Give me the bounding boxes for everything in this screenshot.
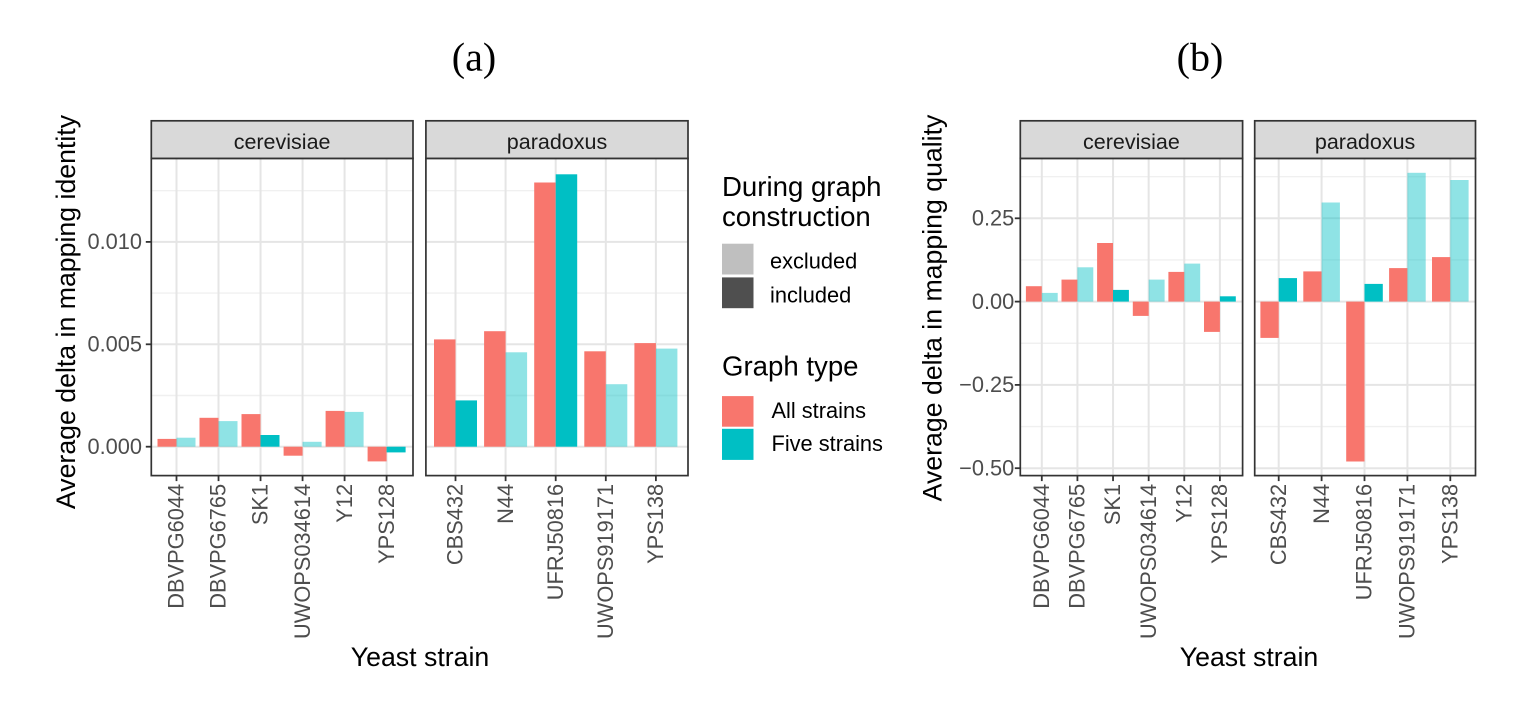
svg-text:(b): (b) <box>1177 35 1224 80</box>
svg-text:UWOPS919171: UWOPS919171 <box>593 484 618 639</box>
svg-text:N44: N44 <box>1309 484 1334 524</box>
svg-text:cerevisiae: cerevisiae <box>1083 130 1180 154</box>
svg-text:DBVPG6765: DBVPG6765 <box>206 484 231 609</box>
svg-text:SK1: SK1 <box>248 484 273 525</box>
svg-text:SK1: SK1 <box>1100 484 1125 525</box>
svg-text:CBS432: CBS432 <box>443 484 468 565</box>
svg-text:During graph: During graph <box>722 171 882 202</box>
svg-text:cerevisiae: cerevisiae <box>234 130 331 154</box>
svg-text:All strains: All strains <box>772 398 867 423</box>
svg-text:Five strains: Five strains <box>772 431 884 456</box>
svg-text:YPS128: YPS128 <box>374 484 399 564</box>
svg-text:Average delta in mapping quali: Average delta in mapping quality <box>918 114 948 501</box>
svg-text:N44: N44 <box>493 484 518 524</box>
svg-text:DBVPG6765: DBVPG6765 <box>1065 484 1090 609</box>
svg-text:0.25: 0.25 <box>972 205 1014 230</box>
svg-text:0.000: 0.000 <box>87 434 142 459</box>
svg-text:Average delta in mapping ident: Average delta in mapping identity <box>51 114 81 509</box>
svg-text:YPS138: YPS138 <box>1437 484 1462 564</box>
svg-text:(a): (a) <box>452 35 496 80</box>
svg-text:excluded: excluded <box>770 248 857 273</box>
svg-text:YPS138: YPS138 <box>643 484 668 564</box>
svg-text:paradoxus: paradoxus <box>1315 130 1415 154</box>
svg-text:construction: construction <box>722 201 871 232</box>
svg-text:−0.50: −0.50 <box>959 455 1014 480</box>
svg-text:paradoxus: paradoxus <box>507 130 607 154</box>
svg-text:CBS432: CBS432 <box>1266 484 1291 565</box>
svg-text:Graph type: Graph type <box>722 351 859 382</box>
svg-text:DBVPG6044: DBVPG6044 <box>164 484 189 609</box>
svg-text:Y12: Y12 <box>1171 484 1196 523</box>
svg-text:YPS128: YPS128 <box>1207 484 1232 564</box>
svg-text:UFRJ50816: UFRJ50816 <box>1352 484 1377 600</box>
svg-text:Y12: Y12 <box>332 484 357 523</box>
svg-text:Yeast strain: Yeast strain <box>351 642 489 672</box>
svg-text:UWOPS919171: UWOPS919171 <box>1395 484 1420 639</box>
svg-text:included: included <box>770 283 851 308</box>
svg-text:UWOPS034614: UWOPS034614 <box>290 484 315 639</box>
svg-text:UWOPS034614: UWOPS034614 <box>1136 484 1161 639</box>
svg-text:0.00: 0.00 <box>972 289 1014 314</box>
svg-text:0.010: 0.010 <box>87 229 142 254</box>
svg-text:Yeast strain: Yeast strain <box>1180 642 1318 672</box>
svg-text:UFRJ50816: UFRJ50816 <box>543 484 568 600</box>
svg-text:0.005: 0.005 <box>87 331 142 356</box>
svg-text:−0.25: −0.25 <box>959 372 1014 397</box>
svg-text:DBVPG6044: DBVPG6044 <box>1029 484 1054 609</box>
